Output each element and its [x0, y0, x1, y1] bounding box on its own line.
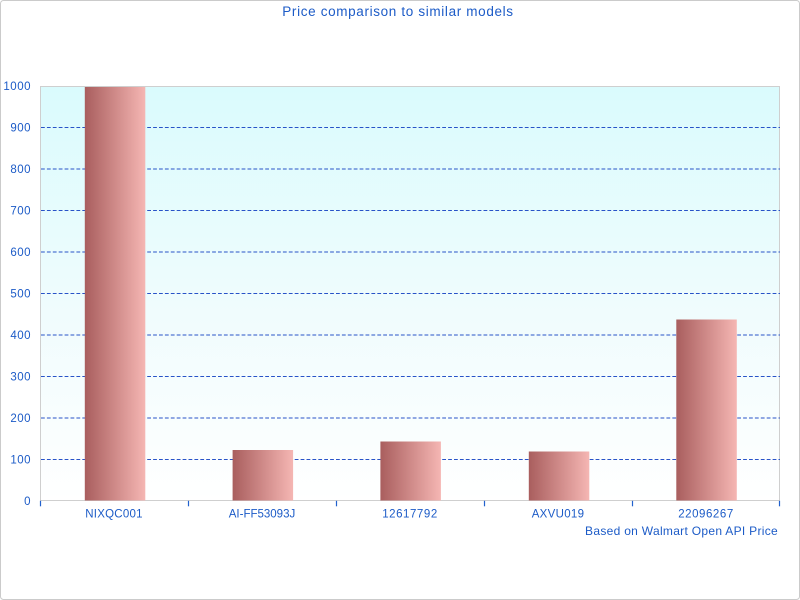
svg-text:0: 0 — [24, 496, 31, 508]
svg-text:600: 600 — [10, 247, 31, 259]
svg-text:500: 500 — [10, 289, 31, 301]
svg-text:900: 900 — [10, 123, 31, 135]
svg-text:12617792: 12617792 — [382, 509, 438, 521]
svg-text:NIXQC001: NIXQC001 — [85, 509, 143, 521]
svg-text:100: 100 — [10, 455, 31, 467]
svg-text:400: 400 — [10, 330, 31, 342]
svg-text:200: 200 — [10, 413, 31, 425]
svg-text:AXVU019: AXVU019 — [532, 509, 585, 521]
svg-text:Based on Walmart Open API Pric: Based on Walmart Open API Price — [585, 524, 778, 538]
svg-text:800: 800 — [10, 164, 31, 176]
svg-text:1000: 1000 — [3, 81, 31, 93]
svg-text:300: 300 — [10, 372, 31, 384]
svg-text:22096267: 22096267 — [678, 509, 734, 521]
svg-text:Price comparison to similar mo: Price comparison to similar models — [282, 4, 513, 19]
svg-text:AI-FF53093J: AI-FF53093J — [229, 509, 295, 521]
svg-text:700: 700 — [10, 206, 31, 218]
